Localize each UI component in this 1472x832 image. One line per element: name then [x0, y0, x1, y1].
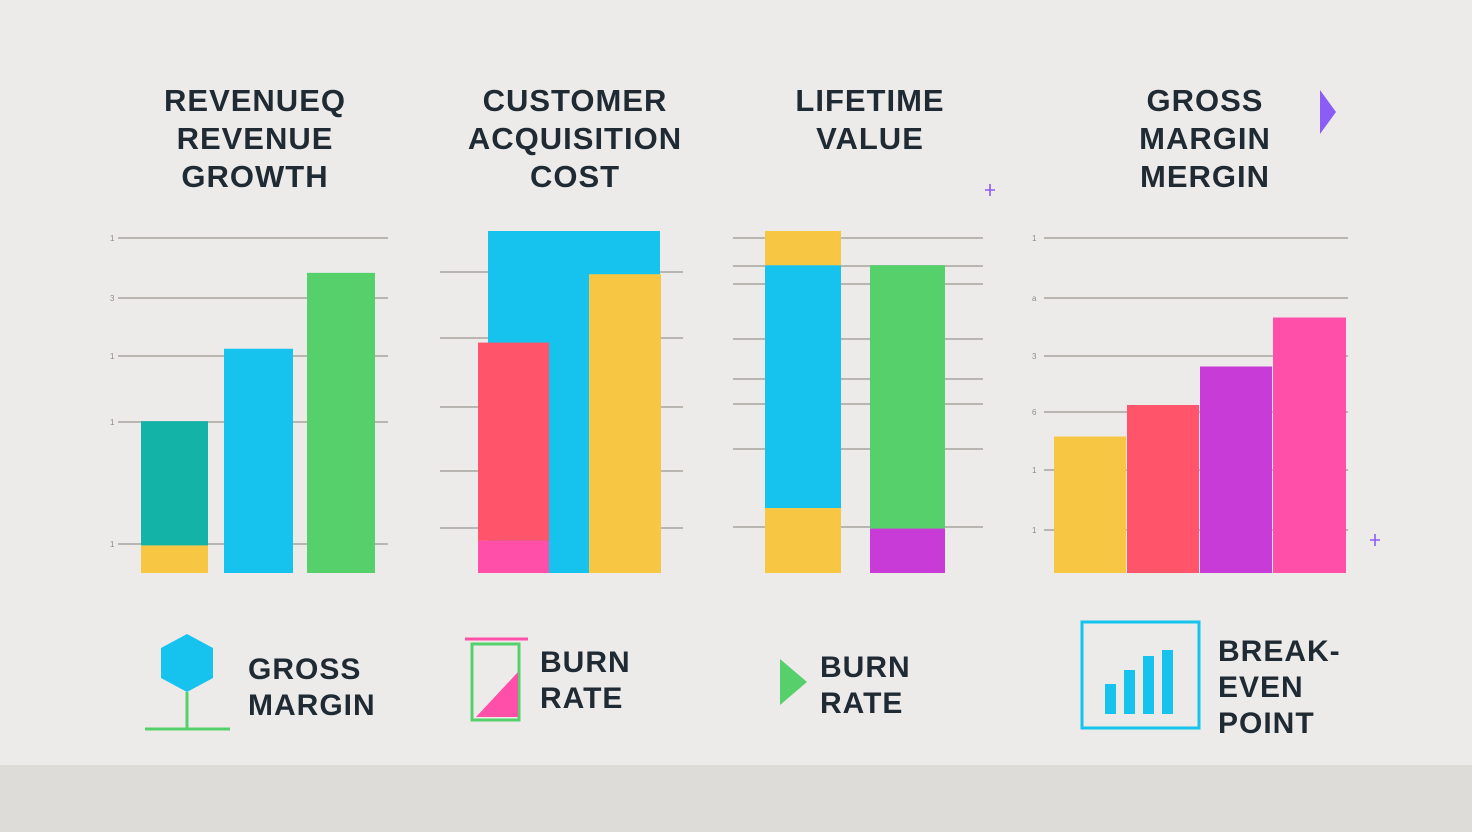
bar-segment: [870, 265, 945, 529]
bar-segment: [1127, 405, 1199, 573]
legend-label-gross-margin: GROSS MARGIN: [248, 653, 376, 722]
tick-label: a: [1032, 294, 1037, 303]
tick-label: 3: [1032, 352, 1037, 361]
bar-segment: [765, 265, 841, 509]
legend-label-burn-rate-2: BURN RATE: [820, 651, 911, 720]
play-triangle-icon: [780, 659, 807, 705]
bar-segment: [224, 348, 293, 573]
bar-segment: [478, 342, 549, 541]
bar-segment: [307, 272, 375, 573]
chart-gross-margin: 1 a 3 6 1 1: [1032, 234, 1348, 573]
tick-label: 1: [110, 418, 115, 427]
bar-segment: [765, 508, 841, 573]
bar-segment: [589, 274, 661, 573]
chart-title-revenue-growth: REVENUEQ REVENUE GROWTH: [164, 83, 346, 194]
chart-title-customer-acquisition-cost: CUSTOMER ACQUISITION COST: [467, 83, 683, 194]
bar-segment: [1200, 366, 1272, 573]
chart-title-lifetime-value: LIFETIME VALUE: [795, 83, 945, 156]
floor-band: [0, 765, 1472, 832]
tick-label: 1: [1032, 466, 1037, 475]
tick-label: 1: [110, 234, 115, 243]
accent-triangle-icon: [1320, 90, 1336, 134]
tick-label: 1: [110, 352, 115, 361]
bar-segment: [765, 231, 841, 266]
bar-segment: [478, 540, 549, 573]
bar-segment: [1054, 436, 1126, 573]
bar-segment: [141, 545, 208, 573]
bar-segment: [1273, 317, 1346, 573]
tick-label: 3: [110, 294, 115, 303]
tick-label: 1: [1032, 234, 1037, 243]
tick-label: 6: [1032, 408, 1037, 417]
tick-label: 1: [1032, 526, 1037, 535]
burn-rate-icon: [465, 637, 528, 722]
legend-label-burn-rate: BURN RATE: [540, 646, 631, 715]
chart-title-gross-margin: GROSS MARGIN MERGIN: [1139, 83, 1271, 194]
chart-revenue-growth: 1 3 1 1 1: [110, 234, 388, 573]
sparkle-icon: [1370, 534, 1380, 546]
sparkle-icon: [985, 184, 995, 196]
chart-customer-acquisition-cost: [440, 231, 683, 573]
legend-label-break-even-point: BREAK- EVEN POINT: [1218, 635, 1341, 740]
bar-segment: [141, 421, 208, 546]
bar-chart-icon: [1080, 620, 1201, 730]
bar-segment: [870, 528, 945, 573]
tick-label: 1: [110, 540, 115, 549]
hexagon-icon: [145, 634, 230, 731]
chart-lifetime-value: [733, 231, 983, 573]
